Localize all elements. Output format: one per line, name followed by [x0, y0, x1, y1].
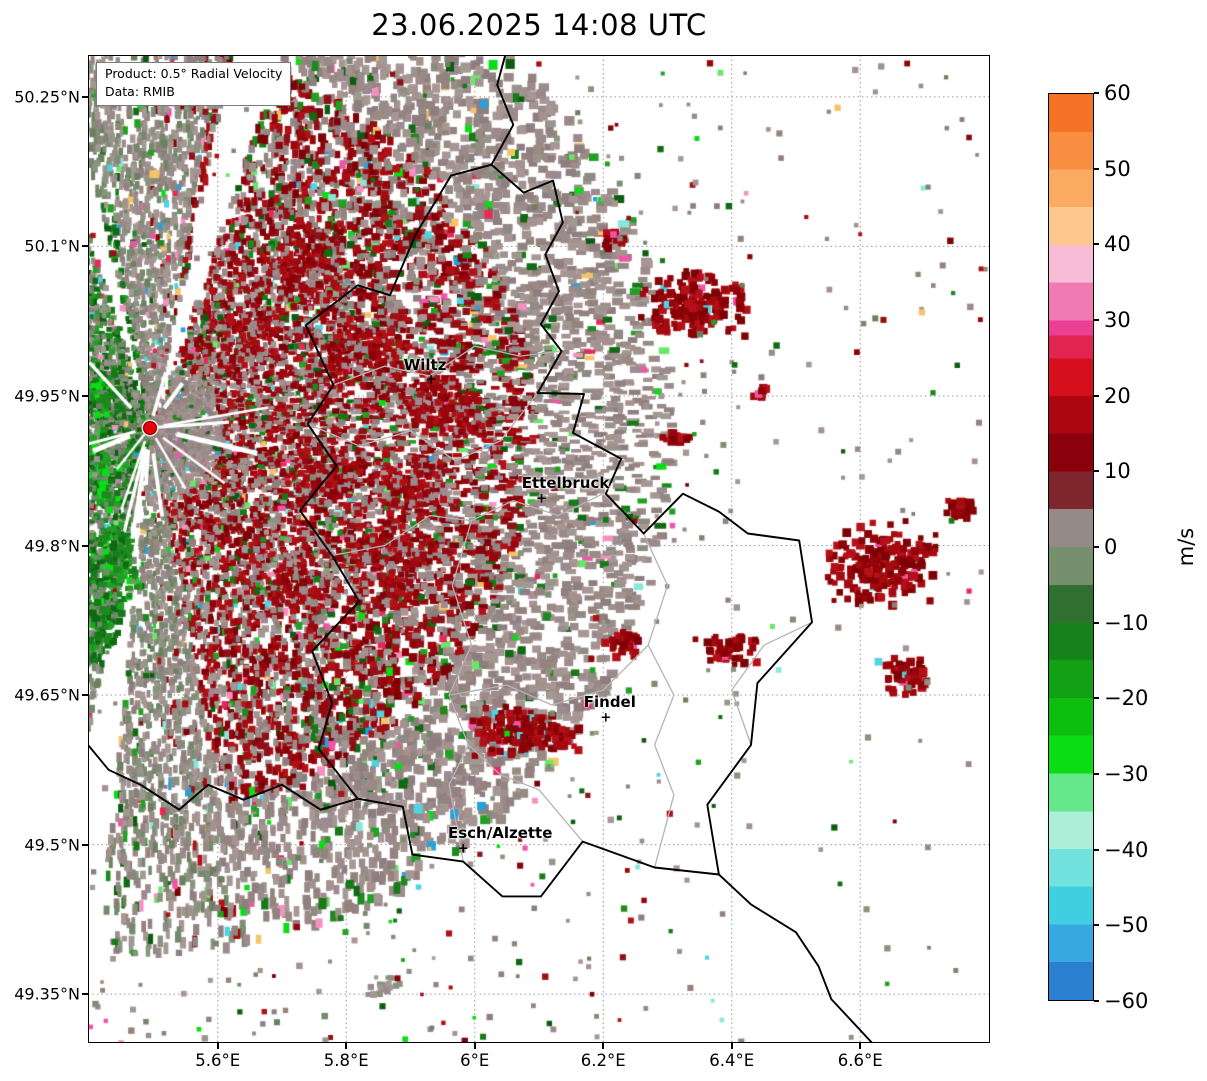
internal-border	[307, 392, 539, 462]
figure-title: 23.06.2025 14:08 UTC	[371, 8, 707, 42]
country-border	[88, 743, 359, 811]
y-tick-label: 50.1°N	[24, 236, 80, 256]
x-tick-mark	[345, 1043, 348, 1049]
internal-border	[332, 345, 563, 386]
y-tick-label: 49.5°N	[24, 835, 80, 855]
colorbar-tick-mark	[1094, 394, 1099, 397]
x-tick-label: 6.2°E	[580, 1051, 626, 1070]
x-tick-mark	[473, 1043, 476, 1049]
colorbar-tick-mark	[1094, 167, 1099, 170]
x-tick-label: 5.8°E	[323, 1051, 369, 1070]
colorbar-tick-label: −60	[1104, 989, 1149, 1013]
colorbar-tick-mark	[1094, 773, 1099, 775]
colorbar-tick-mark	[1094, 697, 1099, 700]
x-tick-mark	[730, 1043, 733, 1049]
internal-border	[448, 644, 649, 706]
product-label: Product: 0.5° Radial Velocity	[105, 66, 283, 81]
radar-site-marker	[142, 420, 157, 435]
velocity-colorbar	[1048, 93, 1094, 1001]
x-tick-mark	[602, 1043, 605, 1049]
colorbar-tick-mark	[1094, 621, 1099, 624]
y-tick-label: 50.25°N	[14, 87, 80, 107]
x-tick-label: 6.4°E	[709, 1051, 755, 1070]
internal-border	[467, 744, 584, 843]
city-label-wiltz: Wiltz	[403, 356, 447, 374]
colorbar-tick-label: 60	[1104, 81, 1131, 105]
city-label-ettelbruck: Ettelbruck	[521, 473, 610, 492]
colorbar-tick-label: −50	[1104, 913, 1149, 938]
map-plot: Product: 0.5° Radial Velocity Data: RMIB	[88, 55, 990, 1043]
y-tick-mark	[82, 694, 88, 697]
colorbar-tick-mark	[1094, 848, 1099, 851]
country-border	[490, 55, 515, 166]
y-tick-label: 49.65°N	[14, 685, 80, 705]
y-tick-mark	[82, 245, 88, 248]
internal-border	[331, 493, 645, 557]
city-marker: +	[600, 710, 612, 726]
y-tick-mark	[82, 95, 88, 98]
x-tick-label: 6.6°E	[837, 1051, 883, 1070]
country-border	[299, 163, 813, 898]
colorbar-tick-label: 30	[1104, 308, 1131, 332]
colorbar-tick-label: −30	[1104, 762, 1149, 786]
colorbar-tick-label: 0	[1104, 535, 1118, 559]
y-tick-label: 49.8°N	[24, 536, 80, 555]
city-label-findel: Findel	[583, 692, 636, 711]
internal-border	[643, 532, 675, 869]
colorbar-tick-label: −20	[1104, 686, 1149, 711]
city-marker: +	[457, 841, 469, 857]
y-tick-label: 49.35°N	[14, 984, 80, 1004]
colorbar-tick-label: 40	[1104, 232, 1131, 257]
x-tick-label: 5.6°E	[195, 1051, 241, 1070]
x-tick-mark	[859, 1043, 862, 1049]
colorbar-tick-mark	[1094, 924, 1099, 927]
datasource-label: Data: RMIB	[105, 84, 175, 100]
colorbar-tick-mark	[1094, 243, 1099, 246]
y-tick-label: 49.95°N	[14, 386, 80, 406]
internal-border	[731, 621, 813, 746]
country-border	[717, 873, 874, 1043]
colorbar-tick-label: 10	[1104, 459, 1131, 484]
city-label-esch-alzette: Esch/Alzette	[447, 823, 553, 842]
x-tick-label: 6°E	[460, 1051, 490, 1070]
product-info-box: Product: 0.5° Radial Velocity Data: RMIB	[96, 62, 292, 107]
colorbar-tick-label: 20	[1104, 383, 1131, 408]
y-tick-mark	[82, 843, 88, 846]
radar-velocity-layer	[88, 55, 990, 1043]
colorbar-unit-label: m/s	[1174, 527, 1198, 567]
city-marker: +	[536, 491, 548, 507]
internal-border	[448, 519, 473, 863]
colorbar-tick-mark	[1094, 470, 1099, 473]
y-tick-mark	[82, 993, 88, 996]
colorbar-tick-mark	[1094, 92, 1099, 94]
y-tick-mark	[82, 394, 88, 397]
colorbar-tick-label: −10	[1104, 610, 1149, 635]
x-tick-mark	[216, 1043, 219, 1049]
map-border-layer	[88, 55, 874, 1043]
colorbar-tick-label: 50	[1104, 156, 1131, 181]
colorbar-tick-mark	[1094, 319, 1099, 321]
colorbar-tick-label: −40	[1104, 837, 1149, 862]
city-marker: +	[425, 372, 437, 388]
colorbar-tick-mark	[1094, 546, 1099, 548]
y-tick-mark	[82, 544, 88, 547]
colorbar-tick-mark	[1094, 1000, 1099, 1002]
